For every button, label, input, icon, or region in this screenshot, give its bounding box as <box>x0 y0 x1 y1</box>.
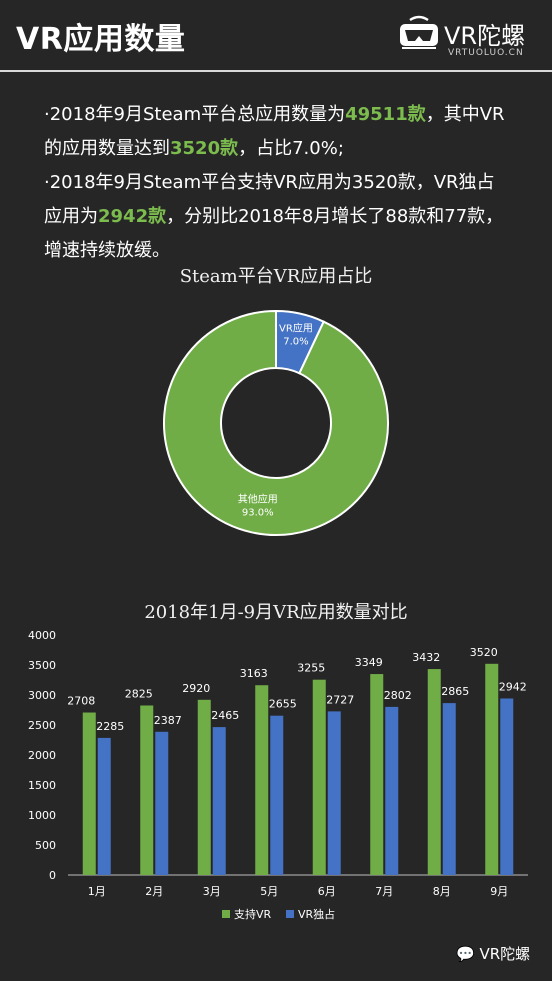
y-tick-label: 3000 <box>28 689 56 702</box>
y-tick-label: 4000 <box>28 629 56 642</box>
vr-apps-highlight: 3520款 <box>170 138 239 159</box>
bar-support-vr <box>82 712 96 875</box>
bar-data-label: 2465 <box>211 709 239 722</box>
summary-line-3: ·2018年9月Steam平台支持VR应用为3520款，VR独占 <box>44 172 495 193</box>
total-apps-highlight: 49511款 <box>345 104 426 125</box>
legend-swatch <box>222 910 230 918</box>
legend-label: VR独占 <box>298 907 335 921</box>
pie-slice-percent: 7.0% <box>283 337 308 348</box>
bar-vr-exclusive <box>97 737 111 875</box>
bar-vr-exclusive <box>155 731 169 875</box>
vr-headset-logo-icon <box>400 15 438 49</box>
bar-data-label: 2825 <box>125 688 153 701</box>
header: VR应用数量 VR陀螺 VRTUOLUO.CN <box>0 0 552 72</box>
summary-text-segment: ，其中VR <box>425 104 505 125</box>
x-tick-label: 8月 <box>433 885 451 898</box>
bar-data-label: 2285 <box>96 720 124 733</box>
summary-text-segment: ·2018年9月Steam平台总应用数量为 <box>44 104 346 125</box>
footer-badge-label: VR陀螺 <box>479 945 531 963</box>
x-tick-label: 3月 <box>203 885 221 898</box>
bar-vr-exclusive <box>270 715 284 875</box>
y-tick-label: 1000 <box>28 809 56 822</box>
bar-data-label: 3255 <box>297 662 325 675</box>
bar-data-label: 2920 <box>182 682 210 695</box>
summary-text: ·2018年9月Steam平台总应用数量为49511款，其中VR 的应用数量达到… <box>44 98 524 268</box>
bar-data-label: 2708 <box>67 695 95 708</box>
x-tick-label: 2月 <box>145 885 163 898</box>
summary-line-2: 的应用数量达到3520款，占比7.0%; <box>44 132 524 166</box>
page-title: VR应用数量 <box>16 22 186 57</box>
bar-data-label: 2655 <box>269 698 297 711</box>
bar-support-vr <box>370 674 384 875</box>
bar-support-vr <box>312 679 326 875</box>
bar-data-label: 3432 <box>412 651 440 664</box>
x-tick-label: 9月 <box>490 885 508 898</box>
y-tick-label: 2500 <box>28 719 56 732</box>
y-tick-label: 3500 <box>28 659 56 672</box>
bar-chart-title: 2018年1月-9月VR应用数量对比 <box>144 602 408 623</box>
legend-label: 支持VR <box>234 907 272 921</box>
x-tick-label: 7月 <box>375 885 393 898</box>
logo-subtitle: VRTUOLUO.CN <box>448 48 524 58</box>
pie-slice-percent: 93.0% <box>242 507 274 518</box>
summary-text-segment: 的应用数量达到 <box>44 138 170 159</box>
summary-text-segment: 应用为 <box>44 206 98 227</box>
bar-data-label: 2802 <box>384 689 412 702</box>
y-tick-label: 500 <box>35 839 56 852</box>
y-tick-label: 0 <box>49 869 56 882</box>
pie-slice-label: 其他应用 <box>238 492 278 505</box>
footer-badge: 💬 VR陀螺 <box>456 943 530 964</box>
bar-data-label: 2727 <box>326 693 354 706</box>
x-tick-label: 1月 <box>88 885 106 898</box>
bar-data-label: 2865 <box>441 685 469 698</box>
summary-text-segment: ，分别比2018年8月增长了88款和77款， <box>166 206 504 227</box>
logo-text: VR陀螺 <box>444 22 526 50</box>
bar-support-vr <box>427 669 441 875</box>
bar-data-label: 3163 <box>240 667 268 680</box>
summary-text-segment: ，占比7.0%; <box>238 138 344 159</box>
vr-tuoluo-logo: VR陀螺 VRTUOLUO.CN <box>396 12 536 64</box>
bar-data-label: 3349 <box>355 656 383 669</box>
header-divider <box>0 70 552 72</box>
pie-chart-title: Steam平台VR应用占比 <box>179 266 373 287</box>
legend-swatch <box>286 910 294 918</box>
bar-data-label: 2942 <box>499 680 527 693</box>
bar-vr-exclusive <box>385 706 399 875</box>
summary-line-4: 应用为2942款，分别比2018年8月增长了88款和77款， <box>44 200 524 234</box>
pie-slice <box>163 309 389 536</box>
y-tick-label: 2000 <box>28 749 56 762</box>
bar-support-vr <box>197 699 211 875</box>
x-tick-label: 5月 <box>260 885 278 898</box>
bar-data-label: 2387 <box>154 714 182 727</box>
wechat-icon: 💬 <box>456 945 475 963</box>
bar-vr-exclusive <box>442 703 456 875</box>
pie-slice-label: VR应用 <box>279 322 313 335</box>
bar-data-label: 3520 <box>470 646 498 659</box>
summary-line-1: ·2018年9月Steam平台总应用数量为49511款，其中VR <box>44 98 524 132</box>
bar-vr-exclusive <box>212 727 226 875</box>
bar-vr-exclusive <box>327 711 341 875</box>
y-tick-label: 1500 <box>28 779 56 792</box>
bar-vr-exclusive <box>500 698 514 875</box>
x-tick-label: 6月 <box>318 885 336 898</box>
summary-line-5: 增速持续放缓。 <box>44 240 170 261</box>
vr-exclusive-highlight: 2942款 <box>98 206 167 227</box>
bar-support-vr <box>140 705 154 875</box>
bar-support-vr <box>255 685 269 875</box>
bar-support-vr <box>485 663 499 875</box>
